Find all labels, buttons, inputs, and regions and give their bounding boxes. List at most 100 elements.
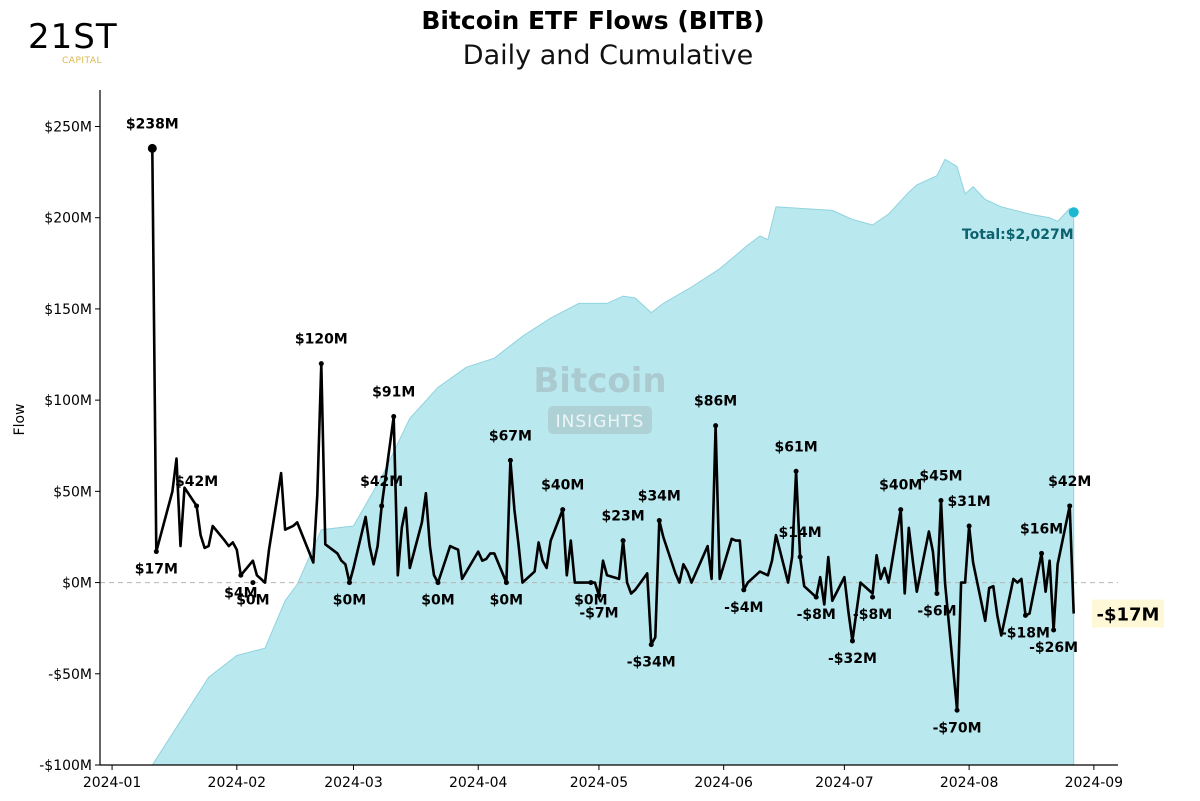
x-tick-label: 2024-01 [83, 775, 142, 791]
chart-title: Bitcoin ETF Flows (BITB) [421, 6, 765, 35]
data-label: $42M [360, 474, 403, 490]
y-tick-label: $150M [44, 302, 92, 318]
point-marker [813, 594, 819, 600]
data-label: $16M [1020, 521, 1063, 537]
x-tick-label: 2024-09 [1065, 775, 1124, 791]
y-tick-label: $100M [44, 393, 92, 409]
data-label: $14M [779, 525, 822, 541]
last-value-label: -$17M [1097, 605, 1160, 626]
point-marker [954, 707, 960, 713]
point-marker [507, 457, 513, 463]
point-marker [147, 143, 157, 153]
point-marker [620, 538, 626, 544]
y-tick-label: -$50M [48, 667, 92, 683]
data-label: $17M [135, 562, 178, 578]
point-marker [346, 580, 352, 586]
point-marker [793, 468, 799, 474]
x-tick-label: 2024-08 [940, 775, 999, 791]
data-label: -$8M [853, 607, 892, 623]
data-label: $61M [775, 439, 818, 455]
data-label: -$34M [627, 655, 676, 671]
x-tick-label: 2024-03 [324, 775, 383, 791]
logo-subtext: CAPITAL [62, 56, 102, 66]
x-tick-label: 2024-07 [815, 775, 874, 791]
x-tick-label: 2024-04 [449, 775, 508, 791]
point-marker [194, 503, 200, 509]
point-marker [503, 580, 509, 586]
data-label: $0M [490, 593, 523, 609]
data-label: $86M [694, 394, 737, 410]
point-marker [1051, 627, 1057, 633]
point-marker [797, 554, 803, 560]
data-label: -$26M [1029, 640, 1078, 656]
point-marker [938, 497, 944, 503]
point-marker [391, 414, 397, 420]
data-label: $67M [489, 428, 532, 444]
data-label: $45M [919, 468, 962, 484]
point-marker [238, 572, 244, 578]
point-marker [250, 580, 256, 586]
data-label: -$6M [917, 604, 956, 620]
data-label: $0M [236, 593, 269, 609]
daily-flow-line [151, 148, 1075, 712]
data-label: $4M [224, 585, 257, 601]
point-marker [656, 518, 662, 524]
point-marker [849, 638, 855, 644]
data-label: $40M [541, 478, 584, 494]
point-marker [741, 587, 747, 593]
data-label: -$4M [724, 600, 763, 616]
watermark-subtext: INSIGHTS [556, 412, 645, 432]
watermark-text: Bitcoin [533, 361, 666, 401]
data-label: -$32M [828, 651, 877, 667]
data-label: $42M [175, 474, 218, 490]
y-tick-label: $200M [44, 211, 92, 227]
data-label: -$70M [933, 720, 982, 736]
data-label: -$7M [579, 605, 618, 621]
point-marker [596, 592, 602, 598]
point-marker [153, 549, 159, 555]
data-label: $34M [638, 489, 681, 505]
cumulative-area [151, 158, 1075, 766]
last-value-badge [1092, 599, 1164, 628]
y-tick-label: $0M [62, 576, 92, 592]
point-marker [1039, 550, 1045, 556]
data-label: $120M [295, 332, 348, 348]
point-marker [560, 507, 566, 513]
chart-subtitle: Daily and Cumulative [462, 40, 754, 71]
data-label: $0M [421, 593, 454, 609]
total-label: Total:$2,027M [962, 227, 1074, 243]
data-label: $23M [602, 509, 645, 525]
logo-text: 21ST [28, 17, 118, 57]
point-marker [870, 594, 876, 600]
point-marker [713, 423, 719, 429]
point-marker [318, 361, 324, 367]
data-label: $0M [333, 593, 366, 609]
brand-logo: 21ST CAPITAL [28, 20, 138, 70]
point-marker [1067, 503, 1073, 509]
y-axis-label: Flow [12, 404, 28, 436]
y-tick-label: -$100M [39, 758, 92, 774]
point-marker [648, 642, 654, 648]
x-tick-label: 2024-05 [570, 775, 629, 791]
data-label: $91M [372, 385, 415, 401]
data-label: -$18M [1001, 625, 1050, 641]
x-tick-label: 2024-06 [694, 775, 753, 791]
y-tick-label: $250M [44, 119, 92, 135]
y-tick-label: $50M [53, 484, 92, 500]
watermark-badge [548, 406, 652, 434]
point-marker [934, 591, 940, 597]
data-label: $40M [879, 478, 922, 494]
point-marker [435, 580, 441, 586]
point-marker [379, 503, 385, 509]
data-label: -$8M [797, 607, 836, 623]
total-marker [1068, 207, 1079, 218]
point-marker [966, 523, 972, 529]
point-marker [1022, 612, 1028, 618]
data-label: $31M [948, 494, 991, 510]
data-label: $238M [126, 116, 179, 132]
x-tick-label: 2024-02 [208, 775, 267, 791]
point-marker [898, 507, 904, 513]
point-marker [588, 580, 594, 586]
data-label: $42M [1048, 474, 1091, 490]
